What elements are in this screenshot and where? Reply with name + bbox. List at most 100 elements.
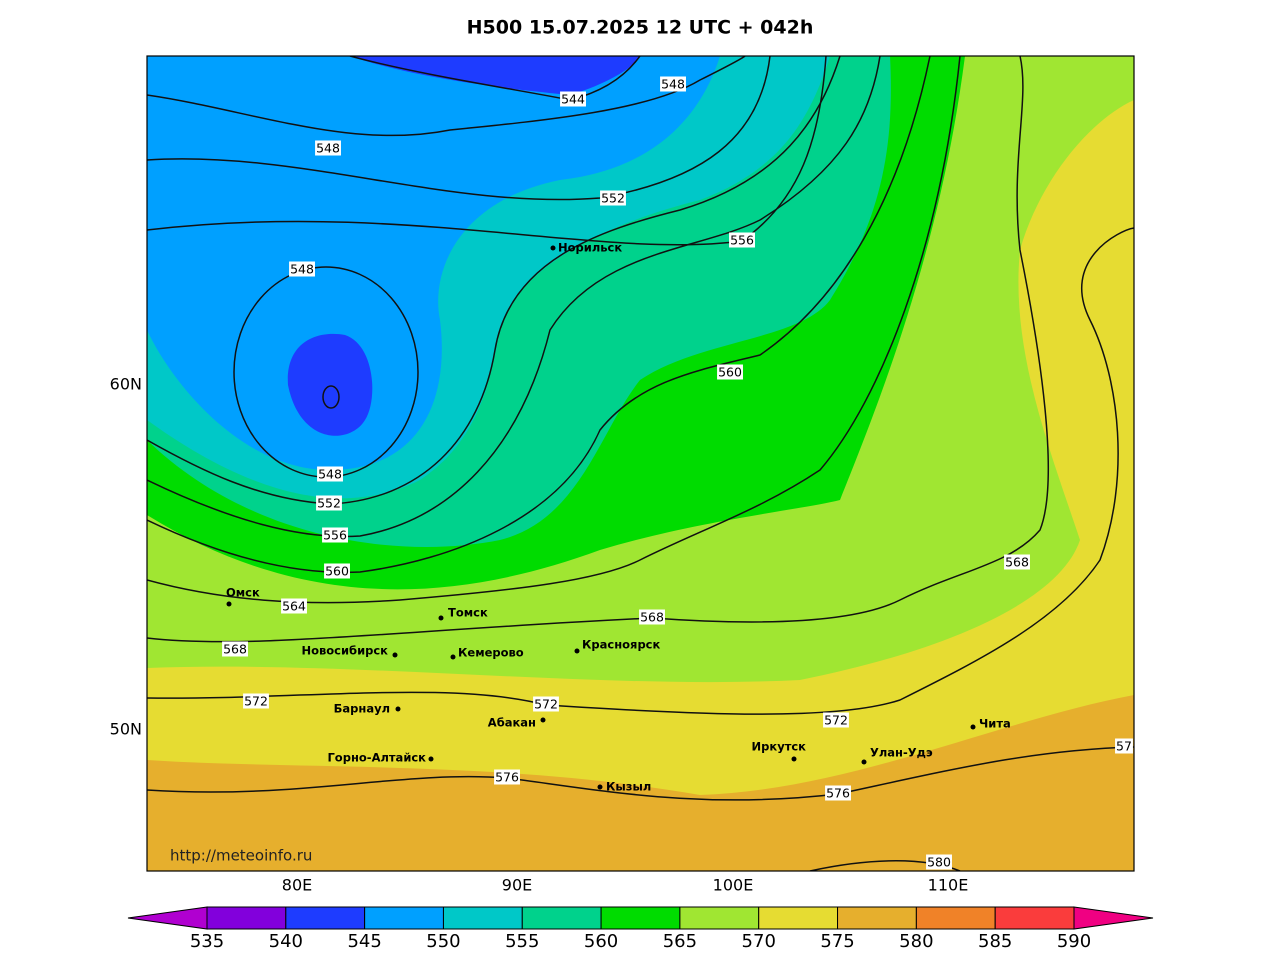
colorbar-under — [127, 906, 208, 930]
city-label: Норильск — [558, 241, 622, 255]
contours — [147, 56, 1134, 871]
city-label: Абакан — [488, 716, 536, 730]
city-dot — [540, 717, 546, 723]
contour-label: 552 — [601, 191, 625, 206]
lat-label: 50N — [110, 720, 142, 739]
contour-label: 576 — [495, 770, 519, 785]
city-label: Кемерово — [458, 646, 524, 660]
contour-label-bg — [533, 696, 559, 712]
contour-label-bg — [639, 609, 665, 625]
contour-label: 564 — [282, 599, 306, 614]
colorbar-segment — [442, 906, 523, 930]
colorbar-segment — [521, 906, 602, 930]
city-label: Иркутск — [752, 740, 807, 754]
contour-label-bg — [825, 785, 851, 801]
contour-label-bg — [560, 91, 586, 107]
city-dot — [791, 756, 797, 762]
contour-label: 548 — [316, 141, 340, 156]
colorbar-tick-label: 560 — [584, 931, 618, 952]
colorbar-tick-label: 550 — [426, 931, 460, 952]
contour-label-bg — [316, 495, 342, 511]
city-dot — [597, 784, 603, 790]
contour-label-bg — [289, 261, 315, 277]
contour-label: 548 — [318, 467, 342, 482]
contour-label-bg — [1004, 554, 1030, 570]
city-dot — [392, 652, 398, 658]
city-dot — [395, 706, 401, 712]
colorbar-segment — [600, 906, 681, 930]
contour-label-bg — [324, 563, 350, 579]
contour-label-bg — [1115, 738, 1133, 754]
city-dot — [438, 615, 444, 621]
contour-label-bg — [315, 140, 341, 156]
contour-label: 560 — [718, 365, 742, 380]
colorbar-tick-label: 585 — [978, 931, 1012, 952]
lon-label: 100E — [713, 876, 754, 895]
city-label: Улан-Удэ — [870, 746, 933, 760]
contour-label-bg — [243, 693, 269, 709]
contour-label: 568 — [1005, 555, 1029, 570]
colorbar-segment — [994, 906, 1075, 930]
colorbar-tick-label: 555 — [505, 931, 539, 952]
lon-label: 110E — [928, 876, 969, 895]
city-label: Красноярск — [582, 638, 660, 652]
field-region — [287, 333, 373, 436]
field-region — [147, 100, 1134, 871]
contour-label-bg — [717, 364, 743, 380]
city-label: Новосибирск — [301, 644, 388, 658]
colorbar-segment — [206, 906, 287, 930]
contour-label: 548 — [290, 262, 314, 277]
colorbar-segment — [285, 906, 366, 930]
colorbar-segment — [915, 906, 996, 930]
contour-label-bg — [729, 232, 755, 248]
colorbar-segment — [837, 906, 917, 930]
city-label: Томск — [448, 606, 488, 620]
field-region — [350, 56, 640, 95]
contour-label: 560 — [325, 564, 349, 579]
source-url: http://meteoinfo.ru — [170, 847, 312, 865]
lon-label: 80E — [282, 876, 312, 895]
colorbar-tick-label: 540 — [269, 931, 303, 952]
contour-label: 544 — [561, 92, 585, 107]
contour-label: 568 — [640, 610, 664, 625]
contour-label: 556 — [323, 528, 347, 543]
field-region — [147, 695, 1134, 871]
contour-label: 572 — [534, 697, 558, 712]
contour-label-bg — [281, 598, 307, 614]
lon-label: 90E — [502, 876, 532, 895]
city-dot — [861, 759, 867, 765]
colorbar-tick-label: 535 — [190, 931, 224, 952]
contour-label-bg — [317, 466, 343, 482]
contour-label-bg — [494, 769, 520, 785]
contour-label-bg — [222, 641, 248, 657]
colorbar-segment — [364, 906, 444, 930]
colorbar-segment — [679, 906, 760, 930]
city-dot — [450, 654, 456, 660]
city-dot — [970, 724, 976, 730]
colorbar-tick-label: 590 — [1057, 931, 1091, 952]
city-dot — [574, 648, 580, 654]
city-label: Чита — [979, 717, 1011, 731]
contour-label: 548 — [661, 77, 685, 92]
contour-label: 572 — [244, 694, 268, 709]
title: H500 15.07.2025 12 UTC + 042h — [467, 17, 814, 39]
colorbar-segment — [758, 906, 839, 930]
colorbar-tick-label: 570 — [742, 931, 776, 952]
colorbar-over — [1073, 906, 1154, 930]
height-fields — [147, 56, 1134, 871]
contour-label-bg — [600, 190, 626, 206]
contour-label: 572 — [824, 713, 848, 728]
city-label: Омск — [226, 586, 260, 600]
map-frame — [146, 55, 1135, 872]
city-dot — [226, 601, 232, 607]
contour-label: 580 — [927, 855, 951, 870]
city-label: Кызыл — [606, 780, 651, 794]
colorbar-tick-label: 565 — [663, 931, 697, 952]
colorbar-tick-label: 575 — [820, 931, 854, 952]
colorbar-tick-label: 545 — [347, 931, 381, 952]
contour-label-bg — [660, 76, 686, 92]
contour-label-bg — [926, 854, 952, 870]
contour-label-bg — [322, 527, 348, 543]
city-label: Горно-Алтайск — [327, 751, 426, 765]
city-dot — [428, 756, 434, 762]
